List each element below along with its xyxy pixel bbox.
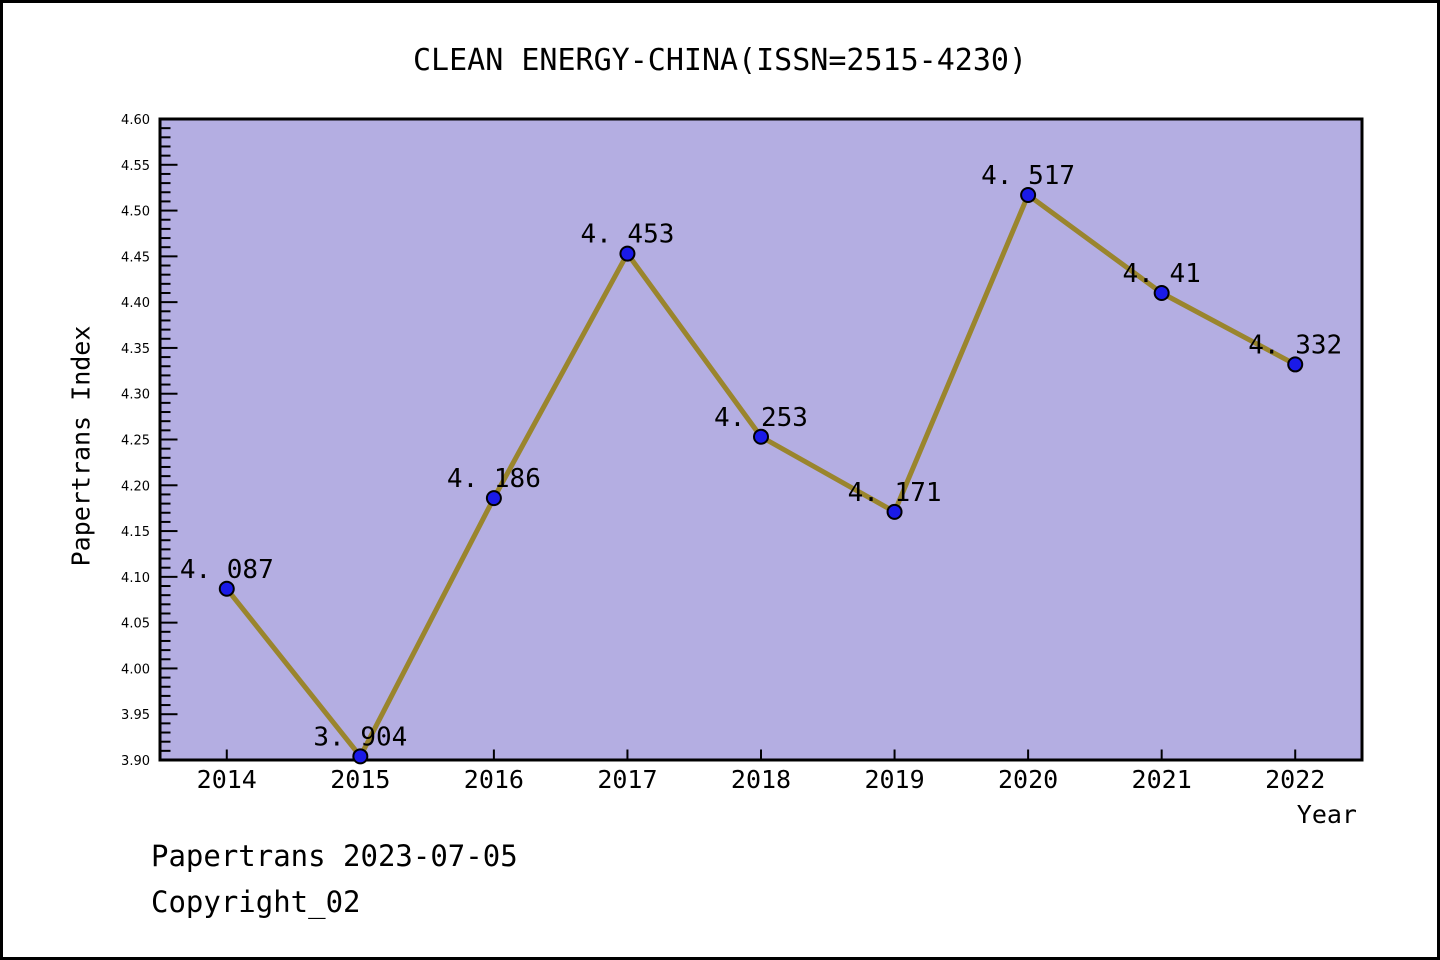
y-tick-label: 4.10 xyxy=(121,571,150,586)
y-tick-label: 4.50 xyxy=(121,205,150,220)
y-tick-label: 4.40 xyxy=(121,296,150,311)
data-point-label: 4. 253 xyxy=(714,403,808,433)
y-tick-label: 3.90 xyxy=(121,754,150,769)
plot-area: 3.90 3.95 4.00 4.05 4.10 4.15 4.20 4.25 4.30 4.35… xyxy=(121,113,1364,794)
footer-date: Papertrans 2023-07-05 xyxy=(151,839,518,873)
data-point xyxy=(1153,284,1170,301)
y-tick-label: 4.45 xyxy=(121,250,150,265)
y-tick-label: 4.55 xyxy=(121,159,150,174)
x-tick-label: 2019 xyxy=(864,765,924,794)
y-tick-label: 3.95 xyxy=(121,708,150,723)
x-axis-label: Year xyxy=(1296,800,1357,829)
y-tick-label: 4.30 xyxy=(121,388,150,403)
x-tick-label: 2018 xyxy=(731,765,791,794)
data-point-label: 4. 171 xyxy=(848,478,942,508)
y-tick-label: 4.60 xyxy=(121,113,150,128)
y-tick-label: 4.15 xyxy=(121,525,150,540)
data-point xyxy=(1020,187,1037,204)
y-tick-label: 4.25 xyxy=(121,434,150,449)
data-point-label: 3. 904 xyxy=(313,722,407,752)
x-tick-label: 2022 xyxy=(1265,765,1325,794)
data-point xyxy=(352,748,369,765)
y-tick-label: 4.00 xyxy=(121,662,150,677)
x-tick-label: 2017 xyxy=(597,765,657,794)
data-point-label: 4. 453 xyxy=(580,220,674,250)
y-tick-label: 4.35 xyxy=(121,342,150,357)
x-tick-label: 2020 xyxy=(998,765,1058,794)
x-tick-label: 2016 xyxy=(464,765,524,794)
y-tick-label: 4.05 xyxy=(121,617,150,632)
x-tick-label: 2021 xyxy=(1132,765,1192,794)
data-point xyxy=(218,580,235,597)
data-point-label: 4. 087 xyxy=(180,555,274,585)
x-tick-label: 2014 xyxy=(197,765,257,794)
footer-copyright: Copyright_02 xyxy=(151,885,361,919)
data-point xyxy=(1287,356,1304,373)
chart-title: CLEAN ENERGY-CHINA(ISSN=2515-4230) xyxy=(412,43,1028,78)
y-tick-label: 4.20 xyxy=(121,479,150,494)
data-point xyxy=(753,428,769,445)
data-point xyxy=(619,245,636,262)
data-point xyxy=(886,503,903,520)
data-point-label: 4. 517 xyxy=(981,161,1075,191)
data-point xyxy=(485,490,502,507)
data-point-label: 4. 41 xyxy=(1123,259,1201,289)
x-tick-label: 2015 xyxy=(330,765,390,794)
data-point-label: 4. 332 xyxy=(1248,330,1342,360)
data-point-label: 4. 186 xyxy=(447,464,541,494)
